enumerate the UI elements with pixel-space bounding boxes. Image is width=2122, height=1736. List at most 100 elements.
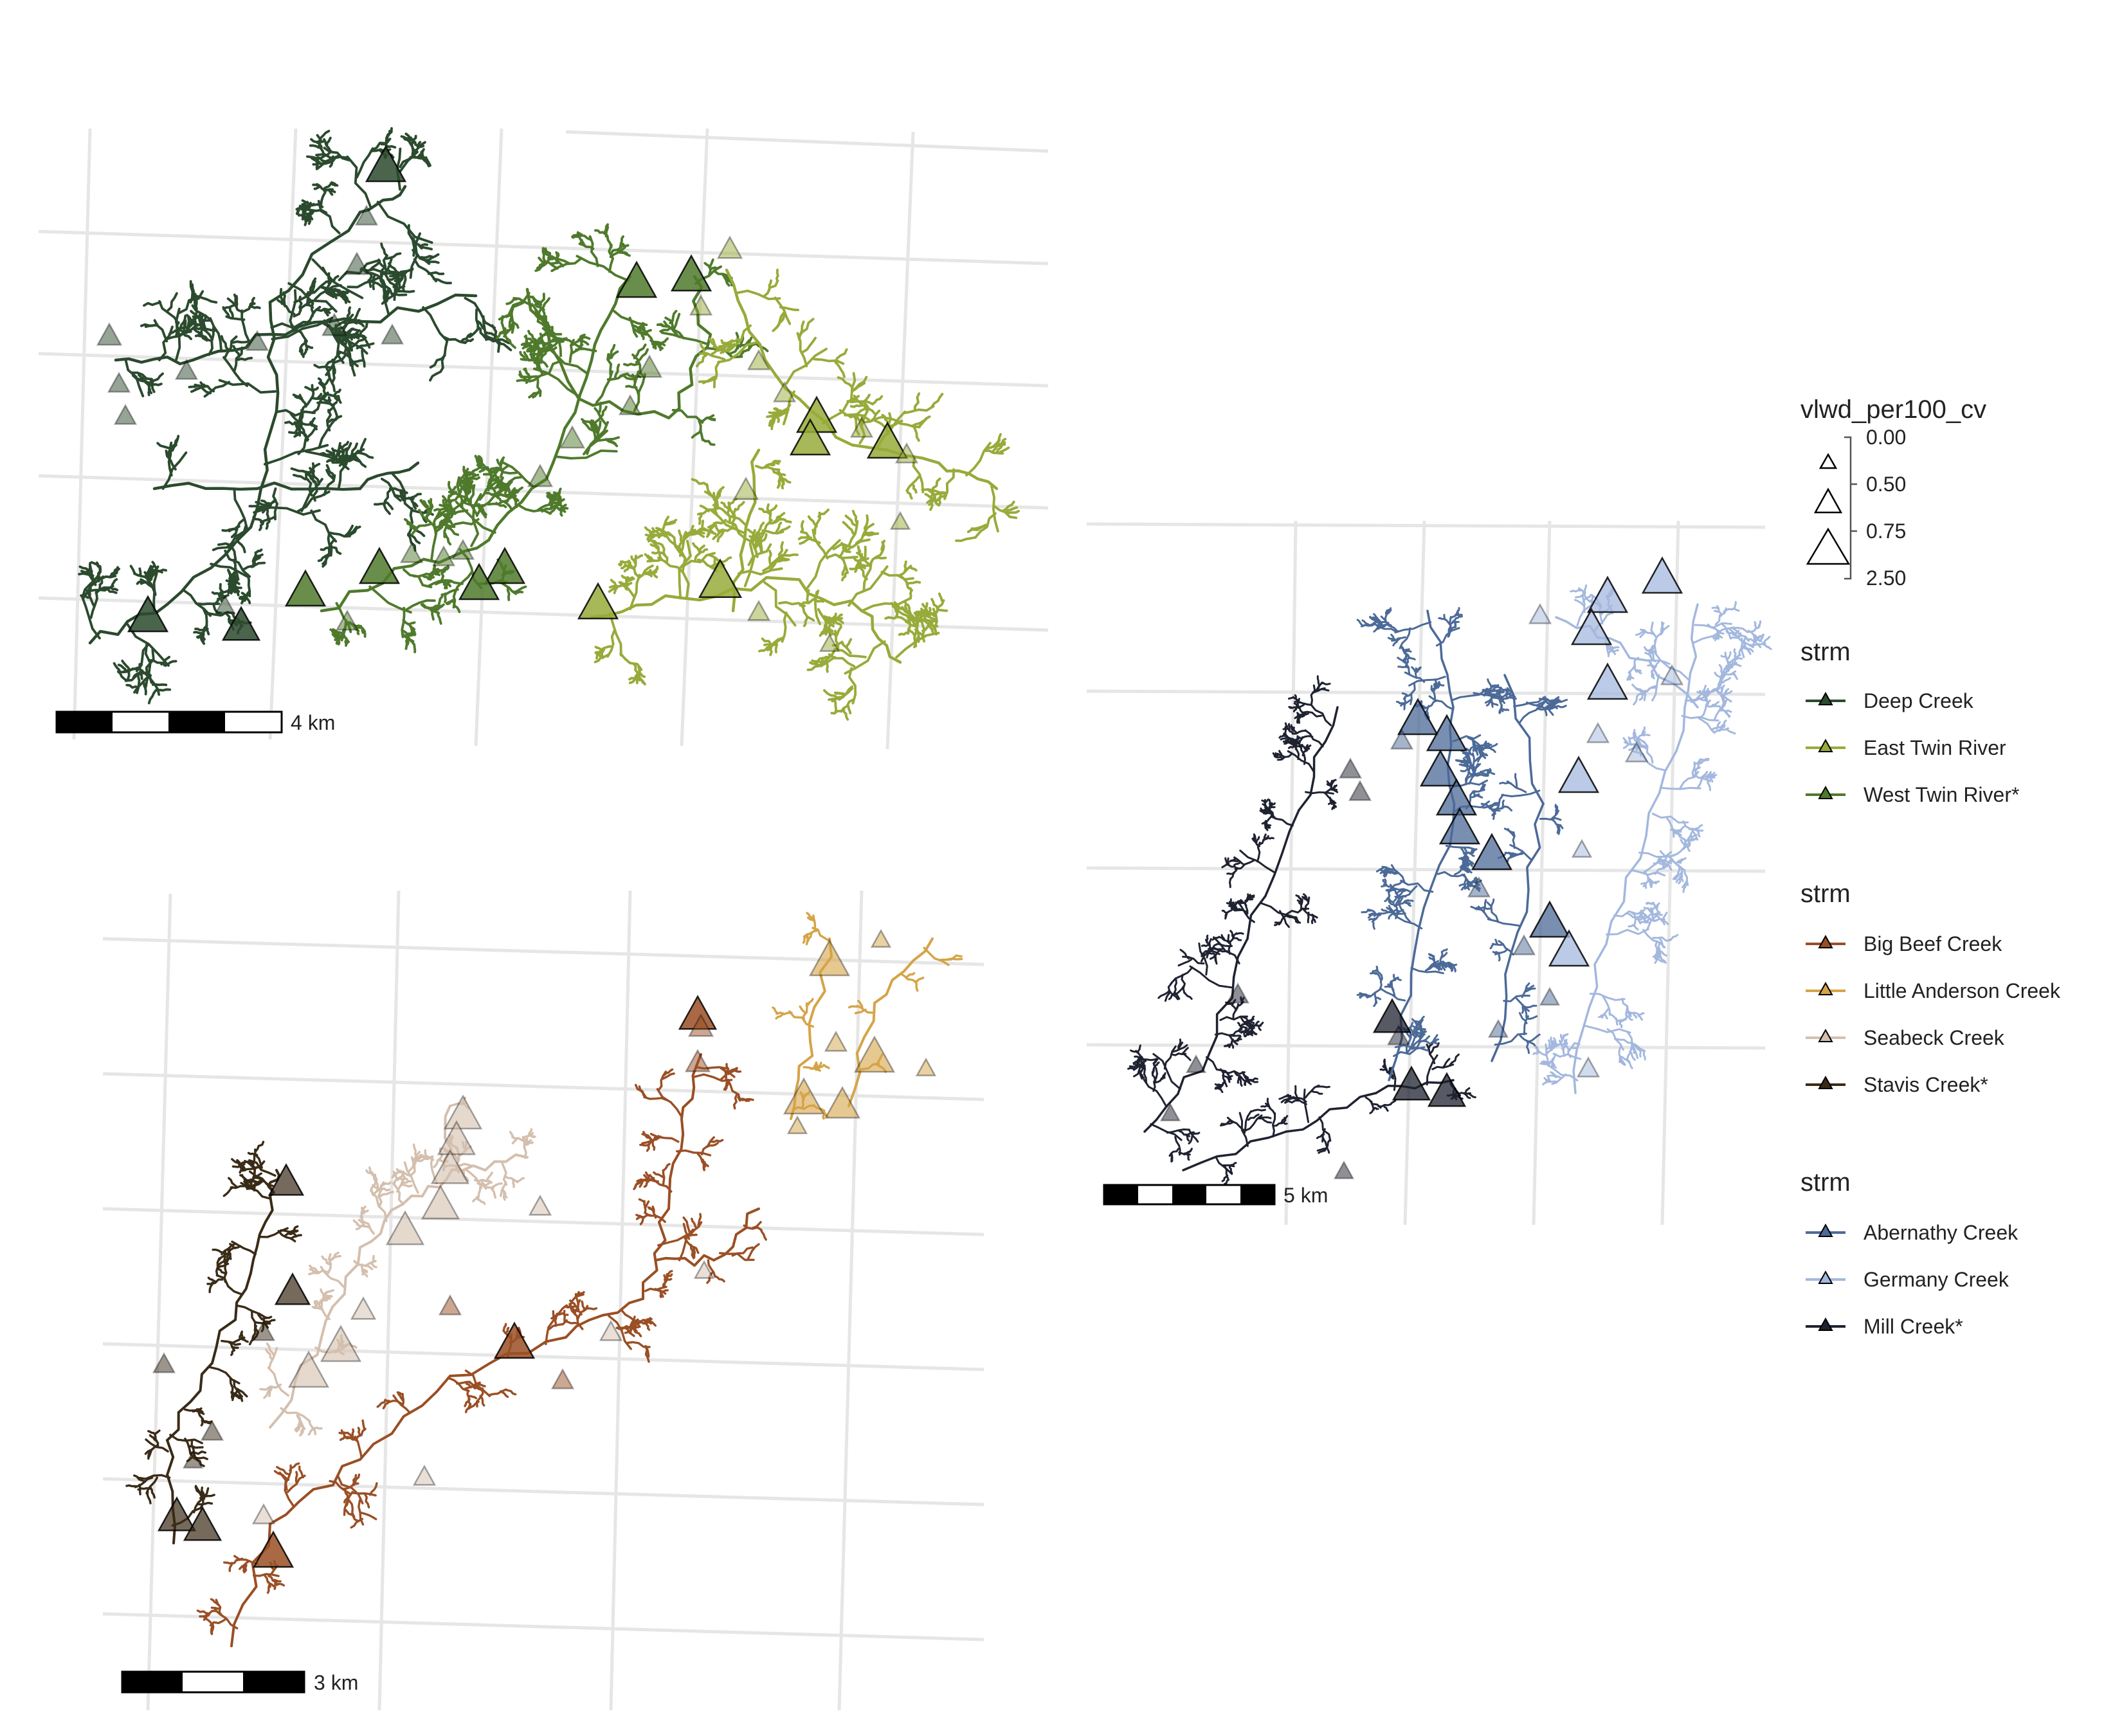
stream-abernathy-creek (1491, 793, 1504, 817)
stream-big-beef-creek (273, 1470, 290, 1481)
stream-abernathy-creek (1372, 969, 1378, 972)
stream-big-beef-creek (645, 1321, 651, 1331)
stream-abernathy-creek (1454, 865, 1466, 876)
site-triangle (1586, 662, 1629, 700)
stream-deep-creek (338, 451, 341, 464)
stream-mill-creek (1294, 712, 1307, 719)
stream-stavis-creek (226, 1249, 232, 1257)
stream-deep-creek (235, 538, 246, 554)
stream-deep-creek (299, 349, 305, 358)
stream-germany-creek (1589, 993, 1626, 1001)
stream-germany-creek (1693, 761, 1703, 766)
stream-east-twin-river (837, 376, 854, 389)
stream-seabeck-creek (472, 1195, 480, 1202)
stream-west-twin-river (527, 330, 536, 341)
stream-germany-creek (1546, 1074, 1552, 1083)
site-triangle (335, 610, 359, 631)
stream-big-beef-creek (682, 1222, 691, 1240)
stream-mill-creek (1226, 872, 1235, 875)
stream-seabeck-creek (268, 1346, 278, 1370)
stream-deep-creek (332, 388, 341, 397)
stream-abernathy-creek (1437, 963, 1442, 971)
stream-seabeck-creek (361, 1268, 368, 1272)
stream-west-twin-river (705, 417, 716, 421)
stream-seabeck-creek (515, 1177, 525, 1183)
stream-east-twin-river (650, 539, 664, 547)
site-triangle (1386, 1024, 1411, 1045)
stream-east-twin-river (928, 624, 939, 628)
stream-abernathy-creek (1503, 827, 1515, 834)
size-legend-label: 0.75 (1866, 520, 1906, 543)
stream-abernathy-creek (1525, 701, 1543, 709)
stream-west-twin-river (632, 327, 648, 336)
stream-abernathy-creek (1384, 871, 1399, 875)
stream-abernathy-creek (1556, 824, 1559, 834)
stream-abernathy-creek (1388, 981, 1392, 988)
stream-east-twin-river (974, 512, 997, 539)
site-triangle (380, 323, 404, 345)
stream-west-twin-river (513, 495, 518, 509)
stream-abernathy-creek (1375, 996, 1382, 1000)
stream-abernathy-creek (1372, 920, 1375, 930)
stream-abernathy-creek (1465, 748, 1474, 757)
stream-mill-creek (1429, 1042, 1440, 1054)
stream-east-twin-river (832, 619, 842, 627)
stream-seabeck-creek (353, 1260, 374, 1270)
stream-seabeck-creek (263, 1386, 272, 1399)
stream-stavis-creek (223, 1250, 227, 1265)
stream-mill-creek (1295, 894, 1303, 901)
stream-big-beef-creek (643, 1179, 651, 1188)
stream-east-twin-river (747, 543, 772, 566)
stream-deep-creek (349, 359, 356, 377)
stream-west-twin-river (448, 498, 451, 512)
stream-deep-creek (146, 570, 157, 574)
stream-east-twin-river (860, 609, 902, 664)
stream-east-twin-river (860, 597, 911, 613)
stream-west-twin-river (447, 480, 453, 494)
stream-abernathy-creek (1412, 1025, 1422, 1031)
stream-west-twin-river (442, 499, 447, 510)
stream-abernathy-creek (1503, 674, 1545, 805)
stream-deep-creek (318, 129, 331, 143)
stream-west-twin-river (558, 487, 562, 496)
stream-east-twin-river (651, 541, 660, 548)
stream-big-beef-creek (651, 1206, 657, 1219)
stream-big-beef-creek (576, 1306, 583, 1316)
stream-east-twin-river (594, 651, 604, 660)
stream-east-twin-river (801, 336, 817, 354)
stream-seabeck-creek (392, 1170, 399, 1181)
stream-mill-creek (1265, 824, 1272, 827)
stream-east-twin-river (664, 518, 678, 525)
stream-abernathy-creek (1471, 876, 1477, 883)
stream-big-beef-creek (752, 1221, 762, 1229)
stream-germany-creek (1655, 912, 1664, 916)
stream-big-beef-creek (479, 1395, 485, 1407)
stream-abernathy-creek (1411, 666, 1417, 674)
site-triangle (320, 1325, 362, 1362)
stream-mill-creek (1291, 730, 1307, 735)
stream-east-twin-river (777, 475, 782, 488)
stream-germany-creek (1613, 909, 1646, 918)
stream-mill-creek (1221, 863, 1229, 869)
stream-deep-creek (81, 570, 102, 599)
stream-deep-creek (222, 356, 249, 387)
stream-east-twin-river (651, 567, 659, 574)
stream-deep-creek (150, 569, 159, 573)
stream-east-twin-river (833, 698, 838, 714)
stream-stavis-creek (230, 1391, 244, 1398)
stream-germany-creek (1650, 880, 1653, 889)
stream-abernathy-creek (1523, 1004, 1537, 1009)
stream-germany-creek (1716, 721, 1721, 730)
site-triangle (670, 254, 712, 292)
stream-germany-creek (1619, 1058, 1626, 1066)
stream-east-twin-river (800, 520, 804, 534)
stream-deep-creek (313, 185, 322, 190)
stream-west-twin-river (345, 639, 349, 647)
stream-deep-creek (399, 150, 419, 168)
stream-abernathy-creek (1392, 637, 1401, 647)
stream-west-twin-river (490, 490, 500, 496)
stream-mill-creek (1219, 1068, 1228, 1087)
stream-stavis-creek (228, 1177, 238, 1188)
site-triangle (221, 606, 261, 641)
stream-deep-creek (326, 457, 338, 463)
